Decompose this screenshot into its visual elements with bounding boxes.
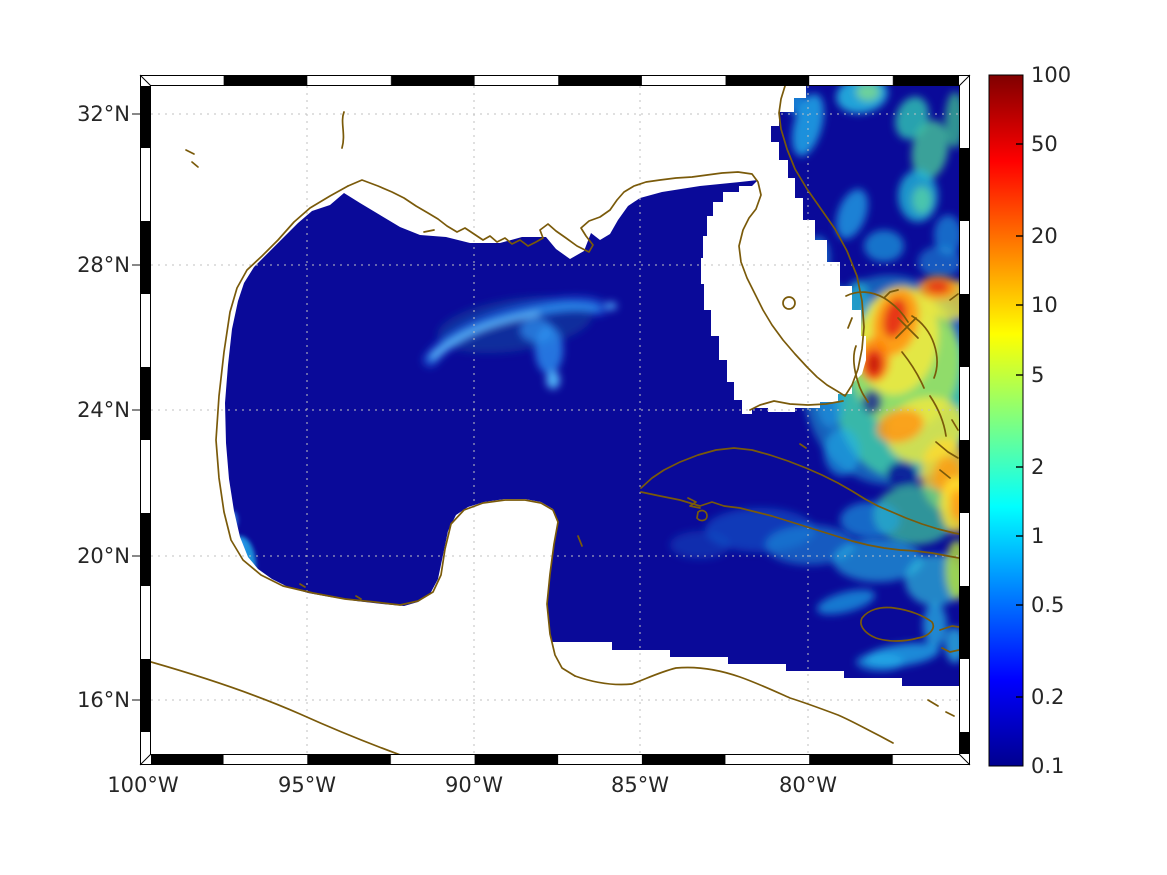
lake-okeechobee xyxy=(782,296,796,310)
graticule xyxy=(151,86,959,754)
isle-of-youth xyxy=(696,509,708,522)
x-tick-label: 100°W xyxy=(107,773,179,797)
coastlines xyxy=(151,86,959,754)
colorbar-tick-label: 10 xyxy=(1031,293,1058,317)
jamaica xyxy=(860,606,935,642)
y-tick-label: 32°N xyxy=(77,102,130,126)
x-tick-label: 80°W xyxy=(779,773,837,797)
colorbar-tick-label: 0.2 xyxy=(1031,685,1065,709)
colorbar-tick-label: 2 xyxy=(1031,455,1045,479)
x-tick-label: 90°W xyxy=(445,773,503,797)
colorbar-tick-label: 50 xyxy=(1031,132,1058,156)
y-tick-label: 16°N xyxy=(77,688,130,712)
y-tick-label: 28°N xyxy=(77,253,130,277)
y-axis-ticks xyxy=(132,113,140,701)
colorbar xyxy=(988,74,1024,767)
map-frame xyxy=(132,74,971,766)
colorbar-tick-label: 1 xyxy=(1031,524,1045,548)
colorbar-tick-label: 20 xyxy=(1031,224,1058,248)
x-tick-label: 85°W xyxy=(611,773,669,797)
loop-current-eddy xyxy=(422,295,617,389)
land-mask-west-north xyxy=(151,86,866,754)
y-tick-label: 20°N xyxy=(77,544,130,568)
colorbar-tick-label: 0.1 xyxy=(1031,754,1065,778)
no-data-wedge-southeast xyxy=(552,642,959,754)
colorbar-ticks xyxy=(1016,143,1023,698)
y-tick-label: 24°N xyxy=(77,398,130,422)
colorbar-tick-label: 100 xyxy=(1031,63,1072,87)
colorbar-tick-label: 0.5 xyxy=(1031,593,1065,617)
colorbar-tick-label: 5 xyxy=(1031,363,1045,387)
map-data-field xyxy=(151,86,959,754)
x-tick-label: 95°W xyxy=(278,773,336,797)
